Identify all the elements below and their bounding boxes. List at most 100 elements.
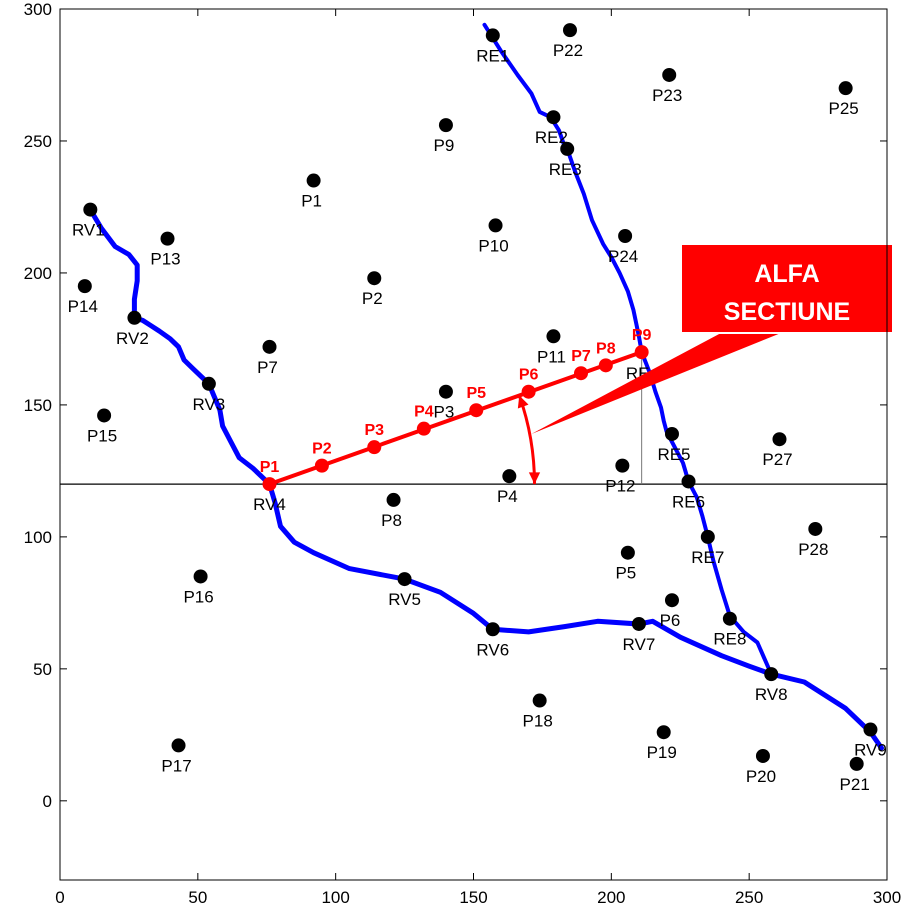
point-marker-p28 xyxy=(808,521,823,536)
point-label-p12: P12 xyxy=(605,477,635,496)
point-marker-p18 xyxy=(532,693,547,708)
section-label-p5: P5 xyxy=(466,385,486,402)
point-marker-p9 xyxy=(438,118,453,133)
station-label-rv4: RV4 xyxy=(253,495,286,514)
station-label-re8: RE8 xyxy=(713,630,746,649)
river-stations: RV1 RV2 RV3 RV4 RV5 RV6 RV7 RV8 RV9 RE1 RE2 RE3 RE5 R… xyxy=(72,28,887,760)
plot-frame xyxy=(59,8,888,881)
x-tick-label: 300 xyxy=(873,888,901,907)
point-label-p18: P18 xyxy=(523,712,553,731)
angle-arrow-bottom xyxy=(528,472,541,485)
point-label-p9: P9 xyxy=(434,136,455,155)
point-marker-p14 xyxy=(77,279,92,294)
station-label-re2: RE2 xyxy=(535,128,568,147)
angle-arrow-top xyxy=(517,395,529,409)
y-tick-label: 100 xyxy=(24,528,52,547)
section-label-p4: P4 xyxy=(414,404,434,421)
point-label-p20: P20 xyxy=(746,767,776,786)
x-tick-label: 50 xyxy=(188,888,207,907)
section-label-p7: P7 xyxy=(571,348,591,365)
station-label-re3: RE3 xyxy=(549,160,582,179)
station-label-re6: RE6 xyxy=(672,492,705,511)
section-label-p6: P6 xyxy=(519,367,539,384)
station-marker-rv8 xyxy=(764,667,779,682)
section-point-p1 xyxy=(262,477,277,492)
section-point-p9 xyxy=(634,345,649,360)
point-marker-p27 xyxy=(772,432,787,447)
point-marker-p10 xyxy=(488,218,503,233)
point-marker-p3 xyxy=(438,384,453,399)
y-tick-label: 50 xyxy=(33,660,52,679)
point-label-p23: P23 xyxy=(652,86,682,105)
point-marker-p23 xyxy=(662,67,677,82)
point-label-p28: P28 xyxy=(798,540,828,559)
station-marker-rv9 xyxy=(863,722,878,737)
point-label-p2: P2 xyxy=(362,289,383,308)
x-tick-label: 100 xyxy=(321,888,349,907)
station-label-rv8: RV8 xyxy=(755,685,788,704)
section-label-p1: P1 xyxy=(260,459,280,476)
station-marker-re3 xyxy=(560,141,575,156)
station-label-rv2: RV2 xyxy=(116,329,149,348)
y-tick-label: 0 xyxy=(43,792,52,811)
point-label-p13: P13 xyxy=(150,250,180,269)
point-marker-p17 xyxy=(171,738,186,753)
point-label-p6: P6 xyxy=(660,611,681,630)
y-tick-label: 300 xyxy=(24,0,52,19)
point-label-p5: P5 xyxy=(615,564,636,583)
point-marker-p2 xyxy=(367,271,382,286)
section-label-p2: P2 xyxy=(312,441,332,458)
section-point-p8 xyxy=(598,358,613,373)
station-label-re1: RE1 xyxy=(476,46,509,65)
axis-ticks: 0 50 100 150 200 250 300 0 50 100 150 200 250 300 xyxy=(24,0,902,907)
point-label-p17: P17 xyxy=(161,756,191,775)
station-marker-re5 xyxy=(664,426,679,441)
station-marker-re8 xyxy=(722,611,737,626)
point-label-p21: P21 xyxy=(840,775,870,794)
section-point-p3 xyxy=(367,440,382,455)
point-marker-p15 xyxy=(97,408,112,423)
callout-layer: ALFA SECTIUNE xyxy=(531,243,894,434)
section-point-p4 xyxy=(416,421,431,436)
point-label-p27: P27 xyxy=(762,450,792,469)
point-marker-p11 xyxy=(546,329,561,344)
angle-arc xyxy=(517,394,537,485)
station-marker-rv1 xyxy=(83,202,98,217)
callout-title-line-2: SECTIUNE xyxy=(724,298,850,326)
callout-box xyxy=(680,243,894,334)
survey-points: P1P2P3P4P5P6P7P8P9P10P11P12P13P14P15P16P… xyxy=(68,23,870,794)
station-marker-rv6 xyxy=(485,622,500,637)
station-label-rv5: RV5 xyxy=(388,590,421,609)
point-marker-p25 xyxy=(838,81,853,96)
station-marker-rv3 xyxy=(201,376,216,391)
callout-pointer xyxy=(531,333,781,434)
station-marker-re6 xyxy=(681,474,696,489)
x-tick-label: 200 xyxy=(597,888,625,907)
point-marker-p5 xyxy=(620,545,635,560)
station-marker-re1 xyxy=(485,28,500,43)
section-point-p6 xyxy=(521,384,536,399)
point-marker-p4 xyxy=(502,469,517,484)
point-marker-p20 xyxy=(755,748,770,763)
point-label-p4: P4 xyxy=(497,487,518,506)
point-label-p14: P14 xyxy=(68,297,98,316)
station-marker-re7 xyxy=(700,529,715,544)
station-label-rv6: RV6 xyxy=(476,640,509,659)
point-marker-p21 xyxy=(849,756,864,771)
point-label-p25: P25 xyxy=(829,99,859,118)
point-marker-p7 xyxy=(262,339,277,354)
point-label-p1: P1 xyxy=(301,192,322,211)
station-label-re7: RE7 xyxy=(691,548,724,567)
point-label-p19: P19 xyxy=(647,743,677,762)
station-label-rv3: RV3 xyxy=(192,395,225,414)
point-marker-p6 xyxy=(664,593,679,608)
section-point-p5 xyxy=(469,403,484,418)
x-tick-label: 0 xyxy=(55,888,64,907)
point-label-p7: P7 xyxy=(257,358,278,377)
y-tick-label: 150 xyxy=(24,396,52,415)
section-point-p2 xyxy=(314,458,329,473)
point-marker-p13 xyxy=(160,231,175,246)
station-label-rv7: RV7 xyxy=(623,635,656,654)
